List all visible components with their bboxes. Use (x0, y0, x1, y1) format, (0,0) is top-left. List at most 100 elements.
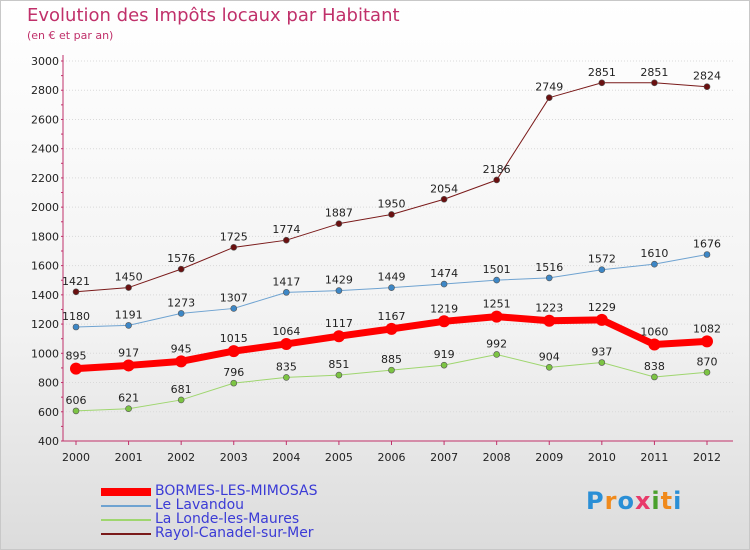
data-label: 1421 (62, 275, 90, 288)
x-tick-label: 2009 (535, 451, 563, 464)
data-label: 1307 (220, 291, 248, 304)
data-label: 904 (539, 350, 560, 363)
data-point (332, 330, 345, 343)
y-tick-label: 2600 (31, 113, 59, 126)
y-tick-label: 800 (38, 377, 59, 390)
y-tick-label: 2400 (31, 143, 59, 156)
data-point (598, 79, 606, 87)
data-point (440, 280, 448, 288)
data-label: 1774 (272, 223, 300, 236)
data-label: 681 (171, 383, 192, 396)
data-label: 1887 (325, 207, 353, 220)
logo-letter: x (634, 487, 652, 515)
data-point (335, 220, 343, 227)
data-label: 919 (434, 348, 455, 361)
y-tick-label: 1200 (31, 318, 59, 331)
data-label: 1223 (535, 302, 563, 315)
data-point (280, 337, 293, 350)
data-point (230, 244, 238, 251)
data-point (703, 83, 711, 91)
data-point (543, 314, 556, 327)
data-label: 1273 (167, 296, 195, 309)
data-label: 2851 (640, 66, 668, 79)
legend-swatch (101, 505, 151, 507)
data-point (125, 284, 132, 291)
data-label: 917 (118, 346, 139, 359)
data-label: 1180 (62, 310, 90, 323)
data-label: 1082 (693, 322, 721, 335)
data-label: 2054 (430, 182, 458, 195)
y-tick-label: 2200 (31, 172, 59, 185)
data-label: 1117 (325, 317, 353, 330)
data-label: 1474 (430, 267, 458, 280)
data-label: 1167 (378, 310, 406, 323)
data-label: 838 (644, 360, 665, 373)
logo-letter: i (673, 487, 683, 515)
x-tick-label: 2012 (693, 451, 721, 464)
data-point (440, 361, 448, 369)
legend-swatch (101, 488, 151, 496)
y-tick-label: 1000 (31, 347, 59, 360)
data-label: 1251 (483, 298, 511, 311)
data-point (703, 251, 711, 258)
data-label: 1429 (325, 274, 353, 287)
x-tick-label: 2004 (272, 451, 300, 464)
y-tick-label: 3000 (31, 55, 59, 68)
y-tick-label: 1600 (31, 260, 59, 273)
data-point (125, 405, 132, 413)
legend-swatch (101, 533, 151, 535)
data-point (122, 359, 135, 372)
data-label: 1219 (430, 302, 458, 315)
logo-letter: i (651, 487, 661, 515)
y-tick-label: 1800 (31, 230, 59, 243)
data-point (493, 276, 500, 284)
x-tick-label: 2000 (62, 451, 90, 464)
data-point (545, 94, 553, 101)
data-label: 2186 (483, 163, 511, 176)
y-tick-label: 2000 (31, 201, 59, 214)
data-label: 1417 (272, 275, 300, 288)
data-point (493, 176, 500, 184)
legend-label: Le Lavandou (155, 497, 245, 513)
data-point (177, 396, 185, 404)
data-point (545, 364, 553, 371)
data-label: 1191 (115, 308, 143, 321)
y-tick-label: 400 (38, 435, 59, 448)
x-tick-label: 2006 (378, 451, 406, 464)
data-point (177, 310, 185, 317)
data-point (177, 265, 185, 273)
legend-label: La Londe-les-Maures (155, 511, 300, 527)
data-point (598, 266, 606, 274)
data-point (335, 287, 343, 294)
data-label: 1676 (693, 238, 721, 251)
y-tick-label: 600 (38, 406, 59, 419)
x-tick-label: 2002 (167, 451, 195, 464)
data-label: 1064 (272, 325, 300, 338)
data-point (595, 313, 608, 326)
data-point (545, 274, 553, 282)
data-point (335, 371, 343, 379)
data-label: 1576 (167, 252, 195, 265)
data-label: 1501 (483, 263, 511, 276)
data-point (283, 374, 290, 381)
data-point (70, 362, 82, 375)
y-tick-label: 1400 (31, 289, 59, 302)
data-label: 2824 (693, 70, 721, 83)
data-point (175, 355, 188, 368)
data-label: 1229 (588, 301, 616, 314)
data-point (438, 315, 451, 328)
data-label: 992 (486, 337, 507, 350)
logo-letter: P (586, 487, 605, 515)
data-point (701, 335, 713, 348)
data-label: 1516 (535, 261, 563, 274)
data-point (493, 351, 500, 358)
data-label: 937 (591, 346, 612, 359)
data-point (440, 195, 448, 203)
data-point (651, 260, 658, 268)
y-tick-label: 2800 (31, 84, 59, 97)
data-point (283, 236, 290, 244)
data-label: 1450 (115, 271, 143, 284)
data-point (598, 359, 606, 366)
data-label: 621 (118, 392, 139, 405)
